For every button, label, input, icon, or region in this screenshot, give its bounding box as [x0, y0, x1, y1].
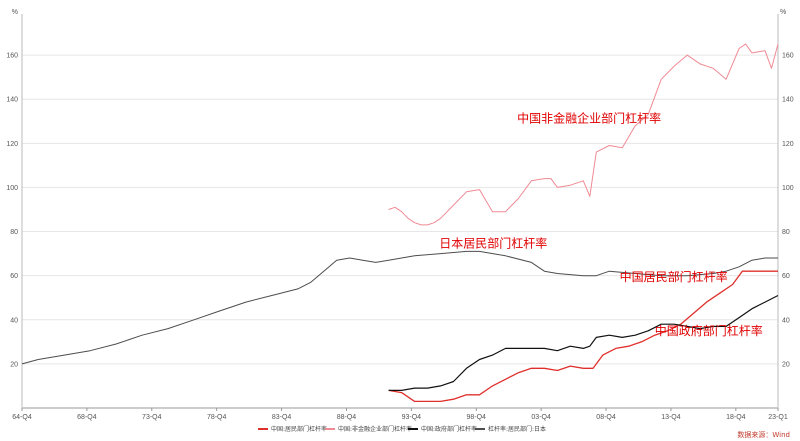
x-tick-label: 08-Q4 [596, 414, 616, 421]
y-tick-label-right: 20 [782, 361, 790, 368]
legend-label-2: 中国:政府部门杠杆率 [421, 425, 477, 433]
series-line-3 [21, 250, 778, 365]
series-lines [21, 43, 779, 403]
x-tick-label: 23-Q1 [768, 414, 788, 421]
series-annotation-3: 日本居民部门杠杆率 [439, 235, 547, 250]
x-tick-label: 78-Q4 [207, 414, 227, 421]
x-tick-label: 73-Q4 [142, 414, 162, 421]
x-tick-label: 83-Q4 [272, 414, 292, 421]
y-tick-label-left: 20 [10, 361, 18, 368]
y-unit-left: % [12, 9, 18, 16]
y-tick-label-right: 100 [782, 185, 794, 192]
y-tick-label-left: 120 [6, 141, 18, 148]
source-note: 数据来源：Wind [737, 430, 790, 439]
y-tick-label-left: 60 [10, 273, 18, 280]
y-tick-label-right: 160 [782, 53, 794, 60]
axes: 20 20 40 40 60 60 80 80 100 100 120 120 140 140 160 160… [6, 9, 793, 421]
x-tick-label: 93-Q4 [402, 414, 422, 421]
grid-lines [22, 54, 778, 365]
y-unit-right: % [780, 9, 786, 16]
y-tick-label-left: 100 [6, 185, 18, 192]
y-tick-label-left: 40 [10, 317, 18, 324]
y-tick-label-left: 140 [6, 97, 18, 104]
y-tick-label-right: 60 [782, 273, 790, 280]
x-tick-label: 88-Q4 [337, 414, 357, 421]
x-tick-label: 13-Q4 [661, 414, 681, 421]
x-tick-label: 68-Q4 [77, 414, 97, 421]
legend-label-3: 杠杆率:居民部门:日本 [488, 425, 546, 433]
legend-label-1: 中国:非金融企业部门杠杆率 [338, 425, 412, 433]
y-tick-label-right: 120 [782, 141, 794, 148]
x-tick-label: 64-Q4 [12, 414, 32, 421]
series-annotation-2: 中国政府部门杠杆率 [655, 323, 763, 338]
y-tick-label-left: 160 [6, 53, 18, 60]
y-tick-label-right: 40 [782, 317, 790, 324]
legend: 中国:居民部门杠杆率 中国:非金融企业部门杠杆率 中国:政府部门杠杆率 杠杆率:居民部… [258, 425, 546, 433]
series-annotation-0: 中国居民部门杠杆率 [620, 269, 728, 284]
series-line-0 [388, 270, 778, 403]
y-tick-label-right: 140 [782, 97, 794, 104]
y-tick-label-left: 80 [10, 229, 18, 236]
series-line-2 [388, 294, 779, 391]
x-tick-label: 18-Q4 [726, 414, 746, 421]
legend-label-0: 中国:居民部门杠杆率 [271, 425, 327, 433]
x-tick-label: 98-Q4 [467, 414, 487, 421]
series-line-1 [388, 43, 779, 226]
series-annotation-1: 中国非金融企业部门杠杆率 [517, 110, 661, 125]
x-tick-label: 03-Q4 [531, 414, 551, 421]
y-tick-label-right: 80 [782, 229, 790, 236]
